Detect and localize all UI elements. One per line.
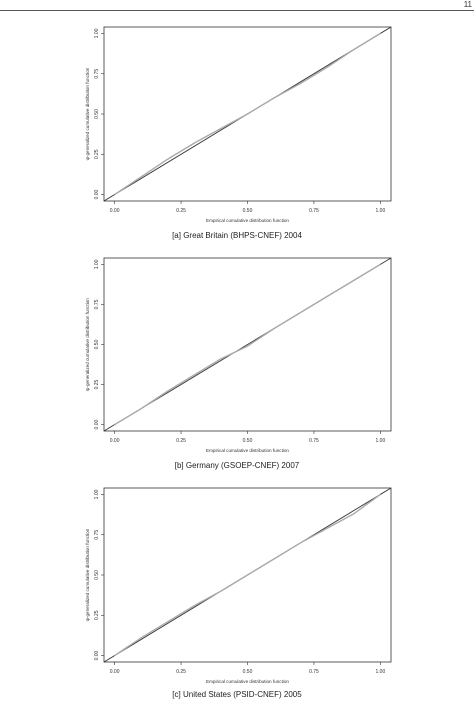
y-axis-label: ψ-generalized cumulative distribution fu… xyxy=(85,298,90,391)
y-tick-label: 1.00 xyxy=(94,259,100,269)
x-tick-label: 1.00 xyxy=(376,208,386,214)
header-rule xyxy=(0,10,474,11)
x-tick-label: 0.25 xyxy=(176,208,186,214)
y-tick-label: 0.50 xyxy=(94,109,100,119)
y-tick-label: 0.25 xyxy=(94,149,100,159)
fitted-distribution-line xyxy=(114,263,381,426)
x-tick-label: 0.75 xyxy=(309,208,319,214)
y-tick-label: 0.50 xyxy=(94,570,100,580)
y-tick-label: 1.00 xyxy=(94,28,100,38)
page-number: 11 xyxy=(463,0,472,9)
y-tick-label: 0.75 xyxy=(94,530,100,540)
x-tick-label: 1.00 xyxy=(376,438,386,444)
x-tick-label: 0.00 xyxy=(110,208,120,214)
x-tick-label: 0.25 xyxy=(176,669,186,675)
x-tick-label: 0.75 xyxy=(309,438,319,444)
x-axis-label: Empirical cumulative distribution functi… xyxy=(206,448,289,453)
x-axis-label: Empirical cumulative distribution functi… xyxy=(206,218,289,223)
y-tick-label: 0.25 xyxy=(94,610,100,620)
y-tick-label: 0.00 xyxy=(94,650,100,660)
x-axis-label: Empirical cumulative distribution functi… xyxy=(206,679,289,684)
x-tick-label: 1.00 xyxy=(376,669,386,675)
x-tick-label: 0.00 xyxy=(110,669,120,675)
y-tick-label: 1.00 xyxy=(94,489,100,499)
y-tick-label: 0.25 xyxy=(94,379,100,389)
x-tick-label: 0.75 xyxy=(309,669,319,675)
caption-great-britain: [a] Great Britain (BHPS-CNEF) 2004 xyxy=(172,231,302,240)
y-axis-label: ψ-generalized cumulative distribution fu… xyxy=(85,528,90,621)
y-axis-label: ψ-generalized cumulative distribution fu… xyxy=(85,67,90,160)
y-tick-label: 0.00 xyxy=(94,189,100,199)
x-tick-label: 0.50 xyxy=(243,208,253,214)
y-tick-label: 0.50 xyxy=(94,339,100,349)
fitted-distribution-line xyxy=(114,32,381,196)
chart-great-britain: 0.00 0.25 0.50 0.75 1.00 0.00 0.25 0.50 0.75 1.00… xyxy=(85,26,392,223)
caption-germany: [b] Germany (GSOEP-CNEF) 2007 xyxy=(174,461,300,470)
x-tick-label: 0.25 xyxy=(176,438,186,444)
x-tick-label: 0.50 xyxy=(243,669,253,675)
y-tick-label: 0.75 xyxy=(94,69,100,79)
x-tick-label: 0.50 xyxy=(243,438,253,444)
caption-united-states: [c] United States (PSID-CNEF) 2005 xyxy=(172,690,302,699)
y-tick-label: 0.75 xyxy=(94,299,100,309)
x-tick-label: 0.00 xyxy=(110,438,120,444)
y-tick-label: 0.00 xyxy=(94,420,100,430)
chart-germany: 0.00 0.25 0.50 0.75 1.00 0.00 0.25 0.50 0.75 1.00… xyxy=(85,257,392,453)
fitted-distribution-line xyxy=(114,493,381,657)
